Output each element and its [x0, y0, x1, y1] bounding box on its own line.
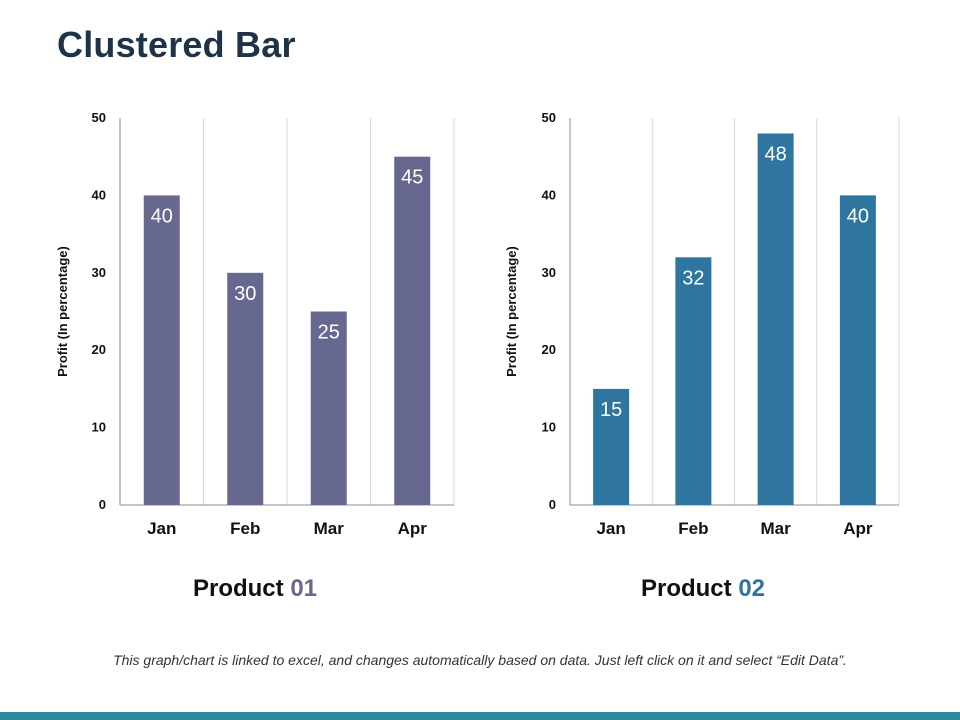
y-tick-label: 20 — [92, 342, 106, 357]
y-tick-label: 10 — [92, 420, 106, 435]
y-tick-label: 10 — [542, 420, 556, 435]
y-tick-label: 0 — [549, 497, 556, 512]
data-label: 25 — [318, 322, 340, 344]
data-label: 45 — [401, 167, 423, 189]
bar-apr[interactable] — [394, 156, 431, 505]
slide-title: Clustered Bar — [57, 24, 296, 65]
x-tick-label: Mar — [314, 519, 345, 538]
bar-feb[interactable] — [227, 272, 264, 505]
bar-feb[interactable] — [675, 257, 712, 505]
y-tick-label: 0 — [99, 497, 106, 512]
data-label: 40 — [151, 205, 173, 227]
bar-mar[interactable] — [757, 133, 794, 506]
x-tick-label: Feb — [230, 519, 260, 538]
product-02-caption: Product 02 — [641, 575, 765, 603]
y-tick-label: 40 — [92, 187, 106, 202]
product-01-caption: Product 01 — [193, 575, 317, 603]
bottom-accent-bar — [0, 712, 960, 720]
x-tick-label: Feb — [678, 519, 708, 538]
product-01-name: Product — [192, 575, 284, 602]
y-tick-label: 50 — [542, 110, 556, 125]
x-tick-label: Mar — [761, 519, 792, 538]
y-tick-label: 30 — [92, 265, 106, 280]
y-tick-label: 20 — [542, 342, 556, 357]
y-tick-label: 30 — [542, 265, 556, 280]
bar-mar[interactable] — [310, 311, 347, 506]
y-axis-label: Profit (In percentage) — [504, 246, 519, 377]
x-tick-label: Jan — [147, 519, 176, 538]
x-tick-label: Apr — [398, 519, 428, 538]
data-label: 48 — [765, 143, 787, 165]
data-label: 30 — [234, 283, 256, 305]
x-tick-label: Apr — [843, 519, 873, 538]
bar-jan[interactable] — [143, 195, 180, 505]
bar-jan[interactable] — [593, 388, 630, 505]
product-01-number: 01 — [290, 575, 318, 602]
data-label: 15 — [600, 399, 622, 421]
bar-apr[interactable] — [839, 195, 876, 505]
product-02-name: Product — [640, 575, 732, 602]
footnote: This graph/chart is linked to excel, and… — [113, 652, 847, 668]
data-label: 40 — [847, 205, 869, 227]
data-label: 32 — [682, 267, 704, 289]
y-tick-label: 40 — [542, 187, 556, 202]
y-tick-label: 50 — [92, 110, 106, 125]
product-02-number: 02 — [738, 575, 766, 602]
y-axis-label: Profit (In percentage) — [55, 246, 70, 377]
x-tick-label: Jan — [596, 519, 625, 538]
